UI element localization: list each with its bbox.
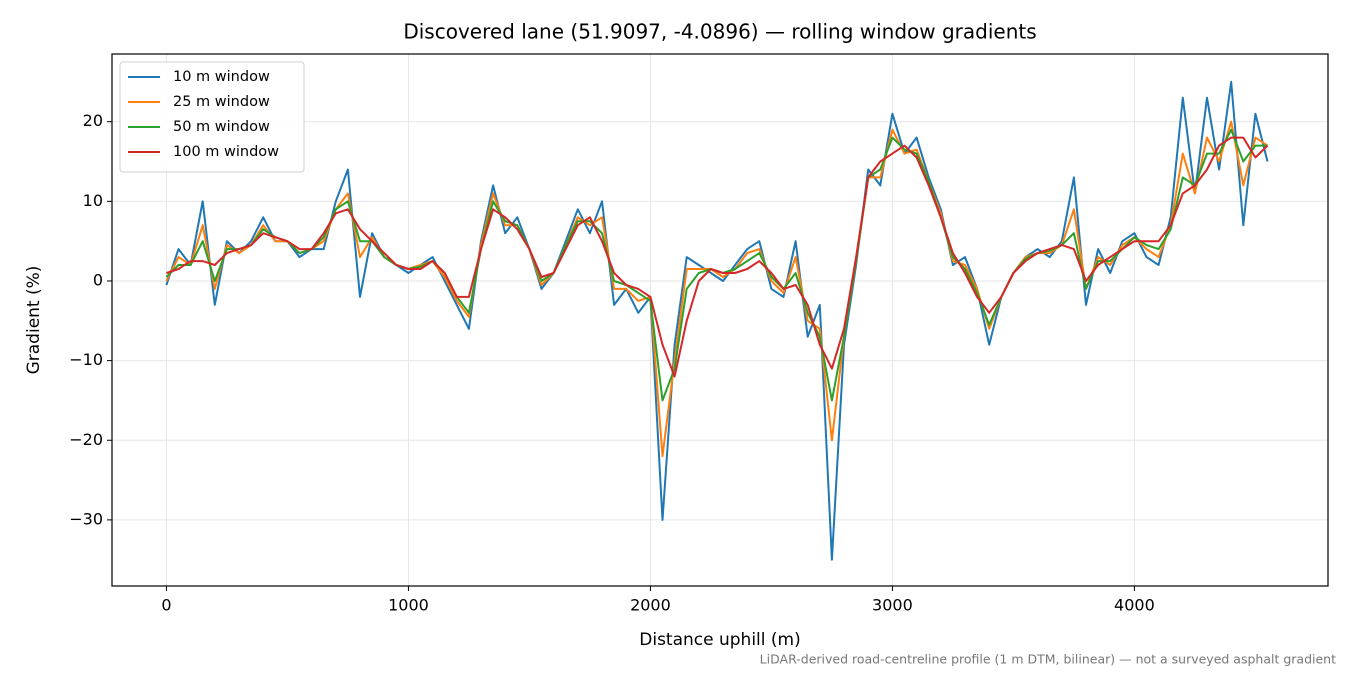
x-tick-label: 0	[161, 596, 171, 615]
y-tick-label: 10	[83, 191, 103, 210]
y-tick-label: −20	[69, 430, 103, 449]
series-line	[165, 80, 1269, 561]
legend-label: 100 m window	[173, 144, 279, 160]
y-tick-label: 0	[93, 270, 103, 289]
y-tick-label: −30	[69, 509, 103, 528]
legend-label: 25 m window	[173, 94, 270, 110]
x-axis-label: Distance uphill (m)	[639, 630, 800, 650]
chart-title: Discovered lane (51.9097, -4.0896) — rol…	[403, 20, 1036, 44]
x-tick-label: 1000	[388, 596, 429, 615]
y-axis-label: Gradient (%)	[24, 266, 44, 375]
legend-label: 50 m window	[173, 119, 270, 135]
footnote: LiDAR-derived road-centreline profile (1…	[760, 652, 1336, 667]
series-line	[166, 136, 1269, 378]
plot-frame	[111, 53, 1329, 587]
y-tick-label: 20	[83, 111, 103, 130]
legend-box	[119, 61, 305, 173]
series-line	[165, 120, 1269, 458]
x-tick-label: 3000	[872, 596, 913, 615]
legend: 10 m window 25 m window 50 m window 100 m w…	[119, 61, 305, 173]
x-tick-label: 4000	[1114, 596, 1155, 615]
x-tick-label: 2000	[630, 596, 671, 615]
series-line	[165, 128, 1268, 402]
y-tick-label: −10	[69, 350, 103, 369]
legend-label: 10 m window	[173, 69, 270, 85]
